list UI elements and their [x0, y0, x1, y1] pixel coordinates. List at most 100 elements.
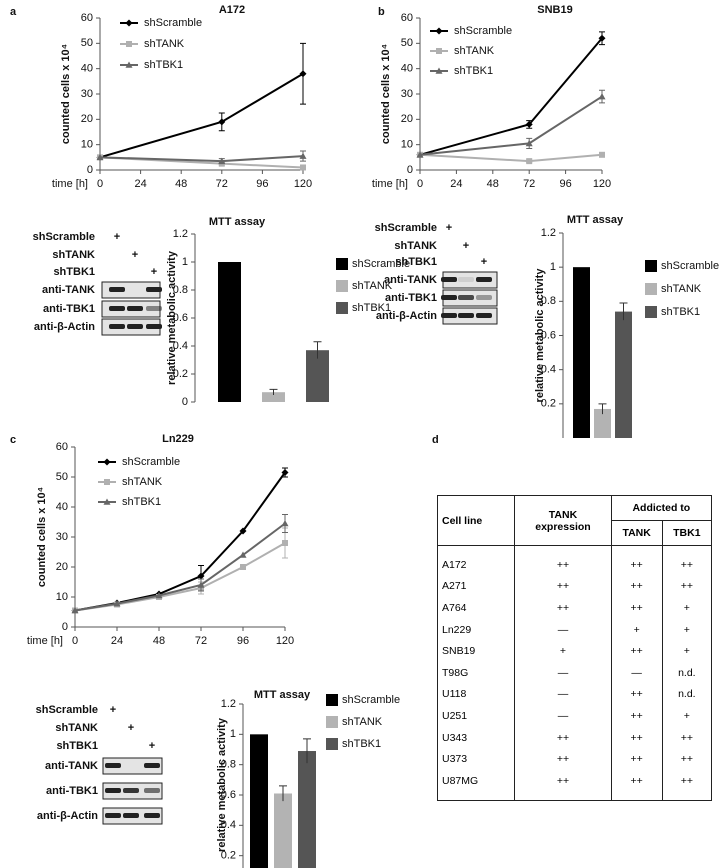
y-axis-label: relative metabolic activity [166, 250, 178, 385]
legend-label: shScramble [454, 25, 512, 37]
blot-band [105, 813, 121, 818]
y-axis-label: counted cells x 10⁴ [60, 44, 72, 144]
x-tick-label: 24 [111, 635, 123, 647]
x-tick-label: 48 [153, 635, 165, 647]
table-cell: ++ [661, 575, 713, 598]
legend-swatch [336, 302, 348, 314]
table-cell: — [514, 618, 612, 641]
table-cell: ++ [661, 726, 713, 749]
series-line [419, 95, 603, 156]
chart-title: MTT assay [254, 689, 311, 701]
y-tick-label: 10 [81, 139, 93, 151]
table-cell: ++ [514, 748, 612, 770]
marker [598, 93, 606, 100]
blot-band [105, 763, 121, 768]
y-tick-label: 0 [62, 621, 68, 633]
error-bar [313, 341, 322, 359]
table-cell: SNB19 [436, 640, 516, 662]
blot-band [144, 788, 160, 793]
legend-label: shTBK1 [454, 65, 493, 77]
y-tick-label: 20 [56, 561, 68, 573]
table-cell: Addicted to [610, 495, 713, 521]
table-cell: + [661, 597, 713, 619]
y-tick-label: 40 [56, 501, 68, 513]
legend-swatch [336, 280, 348, 292]
table-row: Ln229— + + [436, 618, 713, 641]
y-tick-label: 0.6 [221, 789, 236, 801]
marker [282, 540, 288, 546]
blot-band [127, 306, 143, 311]
panel-label: b [378, 6, 385, 18]
table-row: U251— ++ + [436, 705, 713, 727]
y-tick-label: 0.4 [221, 819, 236, 831]
table-cell: TBK1 [661, 520, 713, 546]
blot-band [441, 295, 457, 300]
bar [218, 262, 241, 402]
legend-label: shTANK [661, 283, 702, 295]
x-tick-label: 24 [134, 178, 146, 190]
legend-marker [435, 67, 443, 74]
y-tick-label: 40 [401, 63, 413, 75]
legend-marker [125, 61, 133, 68]
marker [299, 152, 307, 159]
y-tick-label: 0.2 [173, 368, 188, 380]
blot-row-label: shTBK1 [395, 256, 437, 268]
blot-band [109, 324, 125, 329]
table-row: U343 ++ ++ ++ [436, 726, 713, 749]
blot-band [109, 287, 125, 292]
x-tick-label: 0 [72, 635, 78, 647]
x-tick-label: 120 [276, 635, 294, 647]
marker [299, 70, 307, 78]
blot-band [109, 306, 125, 311]
marker [300, 164, 306, 171]
table-row: U373 ++ ++ ++ [436, 748, 713, 770]
chart-title: MTT assay [567, 214, 624, 226]
bar [306, 350, 329, 402]
legend-label: shTANK [144, 38, 185, 50]
blot-band [123, 813, 139, 818]
chart-title: SNB19 [537, 4, 572, 16]
x-tick-label: 0 [97, 178, 103, 190]
legend-label: shTBK1 [661, 306, 700, 318]
y-tick-label: 0.8 [173, 284, 188, 296]
table-cell: ++ [661, 769, 713, 801]
legend-label: shScramble [122, 456, 180, 468]
blot-antibody: anti-β-Actin [376, 310, 437, 322]
legend-marker [104, 479, 110, 485]
table-cell: ++ [610, 748, 663, 770]
table-cell: ++ [661, 748, 713, 770]
blot-plus: + [132, 249, 138, 261]
blot-row-label: shTBK1 [56, 740, 98, 752]
panel-label: c [10, 434, 16, 446]
marker [416, 151, 424, 158]
y-tick-label: 40 [81, 63, 93, 75]
blot-plus: + [128, 722, 134, 734]
y-tick-label: 60 [401, 12, 413, 24]
blot-plus: + [151, 266, 157, 278]
legend-marker [125, 19, 133, 27]
blot-band [123, 788, 139, 793]
x-axis-label: time [h] [52, 178, 88, 190]
blot-row-label: shScramble [33, 231, 95, 243]
table-cell: — [514, 683, 612, 706]
marker [281, 520, 289, 527]
table-cell: U118 [436, 683, 516, 706]
y-tick-label: 0.4 [541, 364, 556, 376]
legend-swatch [326, 738, 338, 750]
series-line [74, 542, 286, 612]
marker [281, 469, 289, 476]
series-line [99, 72, 304, 159]
table-cell: A172 [436, 545, 516, 576]
y-tick-label: 0.6 [173, 312, 188, 324]
x-tick-label: 72 [195, 635, 207, 647]
table-cell: ++ [610, 575, 663, 598]
marker [239, 551, 247, 558]
table-cell: ++ [514, 575, 612, 598]
marker [96, 153, 104, 161]
y-tick-label: 50 [401, 37, 413, 49]
y-tick-label: 20 [401, 113, 413, 125]
blot-row-label: shTANK [394, 240, 437, 252]
y-tick-label: 1.2 [541, 227, 556, 239]
x-tick-label: 48 [487, 178, 499, 190]
